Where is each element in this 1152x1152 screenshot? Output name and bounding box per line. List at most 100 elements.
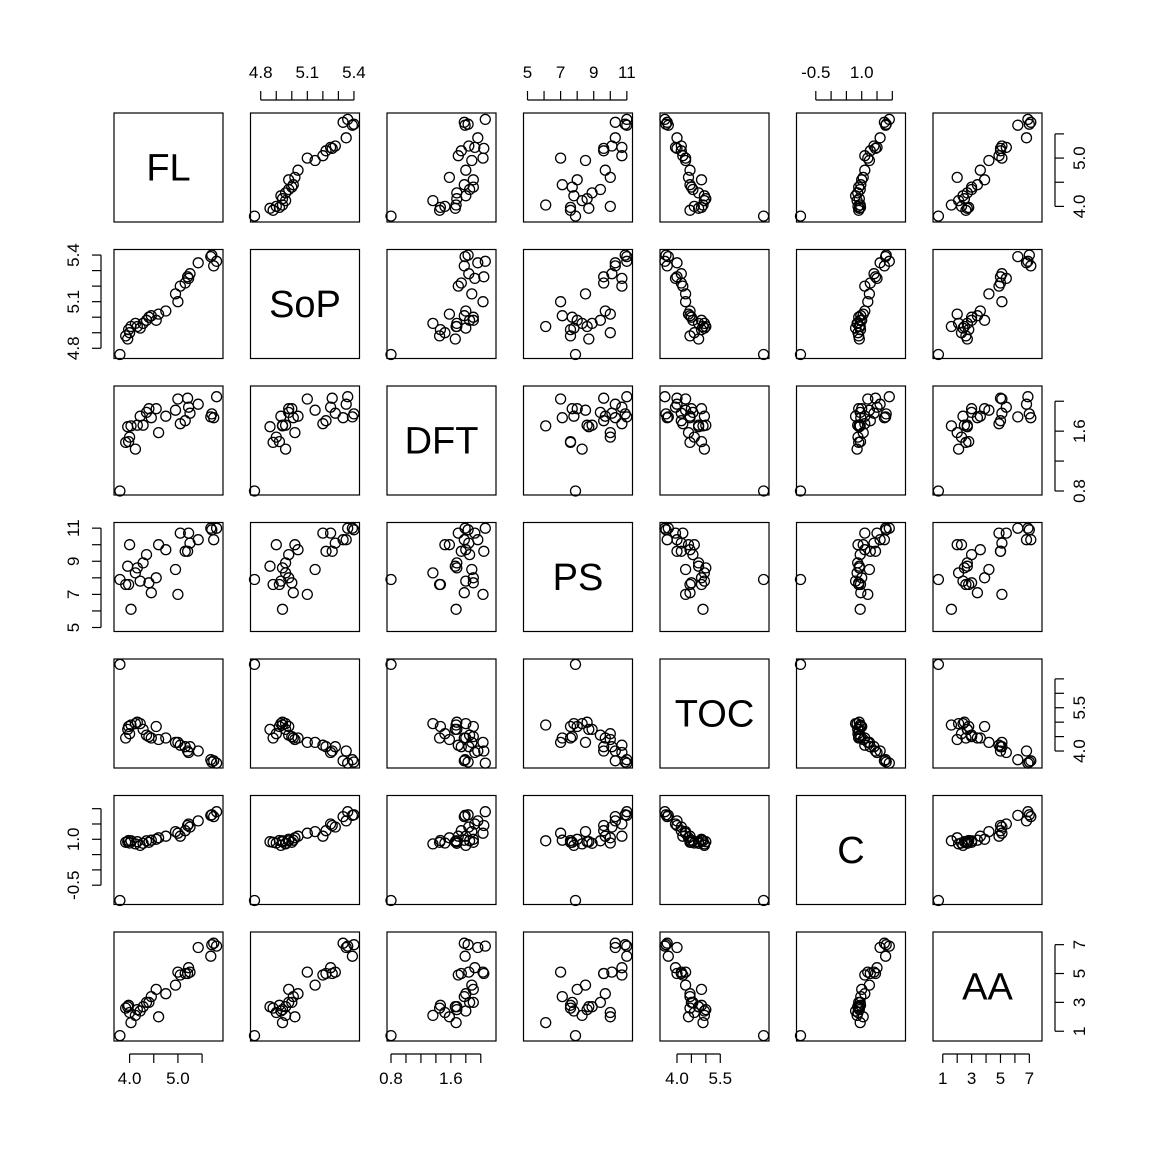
point-ps-aa-17 (983, 563, 995, 576)
point-fl-ps-25 (621, 119, 633, 131)
point-dft-ps-18 (554, 393, 567, 405)
axis-top-c-label: 1.0 (850, 63, 874, 82)
point-fl-sop-23 (329, 140, 341, 152)
point-toc-aa-25 (1012, 754, 1024, 766)
point-dft-fl-6 (125, 420, 137, 432)
point-fl-c-18 (862, 152, 874, 164)
panel-fl-fl (113, 112, 224, 223)
point-fl-sop-2 (267, 204, 279, 216)
point-c-sop-18 (301, 827, 313, 839)
point-sop-dft-8 (451, 320, 463, 333)
axis-bottom-fl-label: 5.0 (166, 1069, 190, 1088)
point-c-aa-17 (983, 825, 995, 838)
point-sop-ps-17 (579, 288, 592, 300)
point-sop-aa-17 (983, 288, 995, 300)
point-toc-aa-8 (958, 716, 971, 728)
panel-aa-aa (932, 931, 1043, 1042)
point-ps-fl-2 (120, 578, 132, 591)
point-dft-fl-24 (192, 398, 204, 410)
point-aa-sop-1 (248, 1029, 261, 1042)
panel-toc-c (795, 658, 907, 769)
axis-right-fl-label: 4.0 (1070, 195, 1089, 219)
point-ps-c-24 (874, 534, 886, 546)
panel-c-fl (113, 794, 224, 906)
point-toc-dft-15 (443, 733, 456, 746)
point-aa-ps-25 (621, 950, 633, 962)
point-sop-dft-5 (439, 327, 451, 339)
point-fl-toc-28 (659, 113, 671, 126)
point-aa-ps-1 (569, 1029, 582, 1042)
point-fl-dft-17 (466, 154, 478, 167)
point-dft-aa-15 (951, 426, 963, 439)
axis-bottom-aa-label: 5 (996, 1069, 1005, 1088)
panel-dft-c (795, 385, 907, 496)
panel-toc-dft (386, 658, 497, 769)
point-ps-dft-1 (385, 573, 397, 586)
point-aa-toc-25 (662, 950, 674, 962)
point-c-ps-23 (606, 821, 618, 833)
point-toc-dft-8 (451, 716, 463, 728)
point-dft-toc-8 (700, 419, 712, 431)
point-fl-ps-14 (571, 174, 583, 186)
point-sop-ps-18 (554, 296, 567, 308)
point-sop-aa-16 (974, 305, 986, 317)
point-sop-toc-16 (684, 305, 696, 317)
point-fl-dft-18 (477, 152, 489, 164)
point-sop-aa-12 (965, 311, 978, 323)
point-dft-aa-20 (994, 415, 1007, 427)
point-fl-aa-22 (1000, 141, 1012, 154)
point-ps-toc-3 (692, 560, 705, 572)
point-sop-fl-21 (181, 271, 194, 283)
point-fl-ps-4 (564, 201, 577, 214)
point-dft-toc-20 (675, 415, 687, 427)
point-dft-ps-12 (566, 403, 578, 415)
point-toc-dft-28 (479, 757, 491, 769)
point-aa-sop-18 (301, 966, 313, 978)
point-aa-fl-23 (184, 966, 196, 978)
point-ps-fl-17 (169, 563, 182, 576)
point-sop-dft-27 (458, 260, 470, 272)
point-toc-sop-23 (329, 741, 341, 753)
point-aa-ps-17 (579, 979, 592, 991)
point-sop-dft-16 (460, 305, 472, 317)
panel-c-aa (932, 794, 1043, 906)
point-fl-aa-16 (974, 164, 986, 176)
point-ps-toc-25 (662, 522, 674, 534)
point-sop-c-19 (859, 280, 871, 292)
point-c-ps-17 (579, 825, 592, 838)
point-sop-toc-23 (675, 268, 687, 280)
point-ps-sop-24 (340, 534, 352, 546)
point-toc-fl-13 (145, 732, 157, 744)
point-ps-sop-3 (264, 560, 276, 572)
point-fl-c-21 (869, 142, 882, 155)
point-fl-ps-5 (604, 200, 616, 213)
panel-dft-aa (932, 385, 1043, 496)
axis-top-sop-label: 5.1 (296, 63, 320, 82)
point-dft-sop-7 (279, 443, 292, 455)
point-ps-aa-6 (945, 603, 958, 615)
point-dft-fl-15 (152, 426, 165, 439)
point-aa-sop-26 (348, 939, 360, 951)
point-aa-dft-1 (385, 1029, 397, 1042)
point-aa-ps-28 (621, 940, 633, 952)
point-toc-dft-20 (455, 741, 467, 753)
point-ps-c-15 (857, 539, 869, 551)
point-ps-c-16 (859, 544, 871, 556)
point-toc-ps-28 (621, 757, 633, 769)
point-ps-sop-26 (348, 524, 360, 536)
point-dft-c-28 (883, 391, 895, 403)
point-toc-aa-14 (978, 720, 991, 733)
point-sop-c-28 (883, 255, 895, 267)
axis-right-aa-label: 7 (1070, 940, 1089, 949)
point-toc-fl-27 (208, 755, 220, 767)
point-sop-c-23 (868, 268, 880, 280)
point-fl-toc-10 (692, 187, 705, 199)
point-fl-ps-24 (609, 132, 621, 144)
point-fl-dft-6 (450, 199, 462, 211)
point-fl-ps-7 (576, 194, 588, 207)
point-dft-fl-10 (137, 419, 149, 431)
point-c-sop-28 (342, 806, 354, 818)
panel-dft-sop (249, 385, 361, 496)
point-dft-toc-1 (757, 485, 770, 497)
point-toc-sop-14 (283, 720, 295, 733)
